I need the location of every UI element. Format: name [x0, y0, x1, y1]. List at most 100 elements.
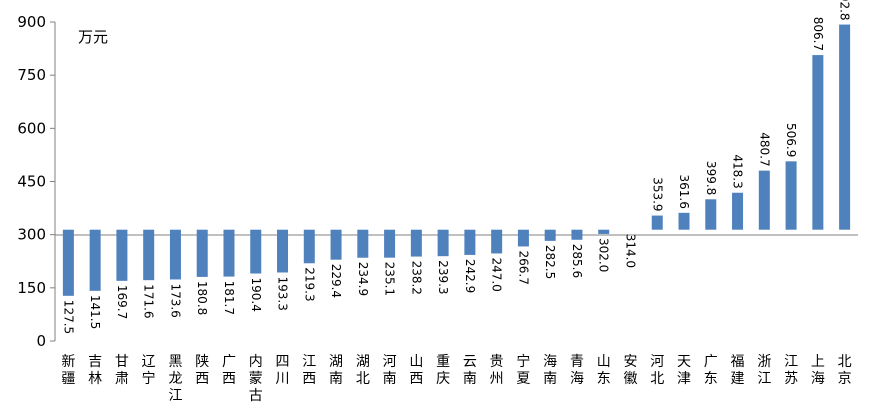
value-label: 229.4: [329, 264, 343, 298]
value-label: 193.3: [276, 276, 290, 310]
y-axis-ticks: 0 150 300 450 600 750 900: [17, 13, 55, 350]
category-label: 海南: [543, 354, 557, 387]
value-label: 219.3: [302, 267, 316, 301]
value-label: 247.0: [490, 257, 504, 291]
value-label: 171.6: [142, 284, 156, 318]
category-label: 陕西: [195, 354, 209, 387]
value-label: 506.9: [784, 123, 798, 157]
value-label: 361.6: [677, 174, 691, 208]
value-label: 180.8: [195, 281, 209, 315]
bar: [303, 229, 315, 264]
category-label: 云南: [463, 354, 477, 387]
unit-label: 万元: [78, 28, 108, 46]
value-label: 190.4: [249, 278, 263, 312]
category-label: 福建: [731, 354, 745, 387]
value-label: 181.7: [222, 281, 236, 315]
category-label: 安徽: [623, 354, 637, 387]
category-label: 贵州: [490, 354, 504, 387]
bar: [116, 229, 128, 281]
category-label: 甘肃: [115, 354, 129, 387]
category-label: 吉林: [88, 354, 102, 387]
value-label: 302.0: [597, 238, 611, 272]
value-label: 242.9: [463, 259, 477, 293]
category-label: 湖南: [329, 354, 343, 387]
value-label: 169.7: [115, 285, 129, 319]
value-label: 806.7: [811, 17, 825, 51]
value-label: 127.5: [61, 300, 75, 334]
bar: [89, 229, 101, 291]
bar: [464, 229, 476, 255]
category-label: 北京: [838, 354, 852, 387]
bar: [544, 229, 556, 241]
y-tick-label: 900: [17, 13, 46, 31]
value-label: 234.9: [356, 262, 370, 296]
category-labels-group: 新疆吉林甘肃辽宁黑龙江陕西广西内蒙古四川江西湖南湖北河南山西重庆云南贵州宁夏海南…: [61, 353, 851, 404]
category-label: 黑龙江: [168, 354, 182, 404]
value-label: 418.3: [731, 154, 745, 188]
bar: [517, 229, 529, 247]
bar: [277, 229, 289, 273]
bar: [196, 229, 208, 277]
bar: [357, 229, 369, 258]
bar: [705, 199, 717, 230]
bar: [223, 229, 235, 277]
value-label: 285.6: [570, 244, 584, 278]
category-label: 四川: [276, 354, 290, 387]
bar: [812, 55, 824, 230]
bars-group: [62, 24, 851, 296]
bar: [384, 229, 396, 258]
category-label: 江苏: [784, 354, 798, 387]
bar: [330, 229, 342, 260]
value-label: 399.8: [704, 161, 718, 195]
y-tick-label: 600: [17, 119, 46, 137]
bar: [437, 229, 449, 257]
value-label: 238.2: [409, 261, 423, 295]
category-label: 内蒙古: [249, 354, 263, 404]
category-label: 辽宁: [142, 354, 156, 387]
y-tick-label: 150: [17, 279, 46, 297]
bar: [491, 229, 503, 254]
value-label: 314.0: [623, 234, 637, 268]
category-label: 重庆: [436, 354, 450, 387]
y-tick-label: 750: [17, 66, 46, 84]
category-label: 广东: [704, 354, 718, 387]
value-label: 353.9: [650, 177, 664, 211]
value-label: 173.6: [168, 283, 182, 317]
value-label: 235.1: [383, 262, 397, 296]
category-label: 宁夏: [516, 353, 530, 387]
bar: [250, 229, 262, 274]
category-label: 湖北: [356, 354, 370, 387]
bar: [678, 212, 690, 230]
y-tick-label: 450: [17, 173, 46, 191]
bar: [62, 229, 74, 296]
value-label: 480.7: [757, 132, 771, 166]
value-label: 266.7: [516, 250, 530, 284]
category-label: 山西: [409, 354, 423, 387]
category-label: 浙江: [757, 354, 771, 387]
category-label: 江西: [302, 354, 316, 387]
bar: [785, 161, 797, 230]
value-label: 141.5: [88, 295, 102, 329]
y-tick-label: 300: [17, 226, 46, 244]
value-label: 239.3: [436, 260, 450, 294]
bar: [143, 229, 155, 281]
category-label: 河南: [383, 354, 397, 387]
category-label: 上海: [811, 354, 825, 387]
bar: [651, 215, 663, 230]
bar: [571, 229, 583, 240]
category-label: 青海: [570, 354, 584, 387]
category-label: 河北: [650, 354, 664, 387]
value-labels-group: 127.5 141.5 169.7 171.6 173.6 180.8 181.7 190.4…: [61, 0, 851, 334]
category-label: 山东: [597, 354, 611, 387]
bar: [758, 170, 770, 230]
bar: [410, 229, 422, 257]
y-tick-label: 0: [36, 332, 46, 350]
value-label: 282.5: [543, 245, 557, 279]
category-label: 广西: [222, 354, 236, 387]
bar: [839, 24, 851, 230]
category-label: 新疆: [61, 354, 75, 387]
bar: [169, 229, 181, 280]
bar: [598, 229, 610, 234]
